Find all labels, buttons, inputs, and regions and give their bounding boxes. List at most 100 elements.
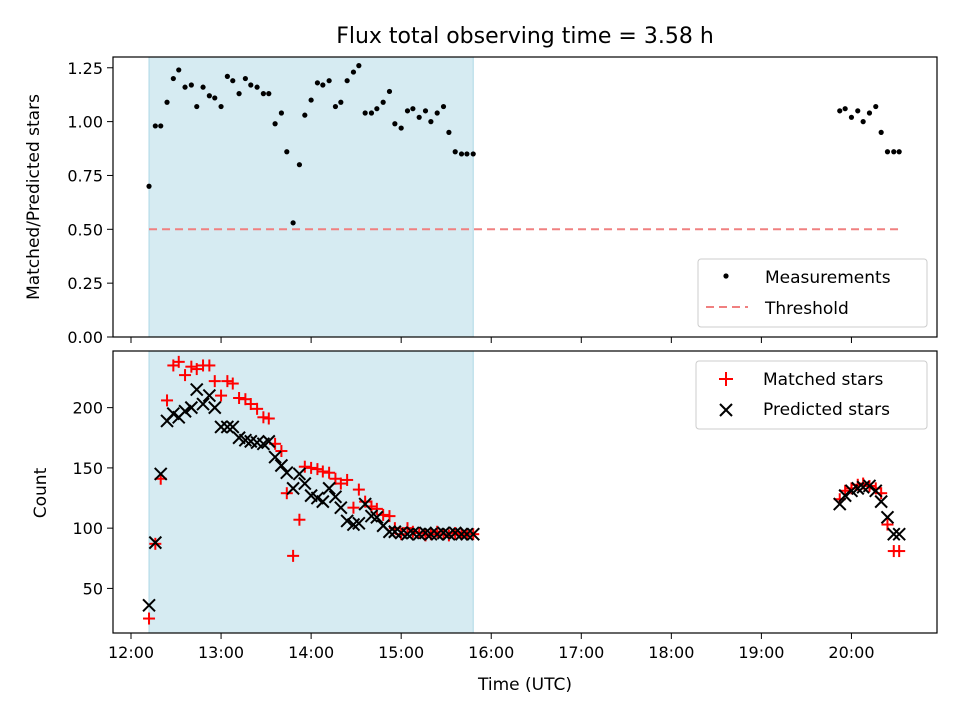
measurements-point (344, 78, 350, 84)
measurements-point (878, 129, 884, 135)
predicted-stars-point-b (196, 397, 210, 411)
measurements-point (146, 183, 152, 189)
predicted-stars-point (154, 467, 168, 481)
measurements-point (290, 220, 296, 226)
measurements-point (332, 103, 339, 110)
count-plot-area (142, 350, 906, 634)
predicted-stars-point (316, 494, 330, 509)
matched-stars-point (845, 482, 858, 495)
count-x-tick-label: 12:00 (108, 643, 154, 662)
measurements-point (356, 63, 362, 69)
predicted-stars-point (880, 510, 895, 525)
predicted-stars-point-b (418, 526, 433, 540)
count-x-tick-label: 20:00 (828, 643, 874, 662)
measurements-point (855, 108, 861, 114)
predicted-stars-point-b (226, 420, 240, 434)
matched-stars-point (334, 477, 347, 490)
count-y-ticks: 50 100 150 200 (72, 399, 113, 598)
measurements-point (446, 129, 452, 135)
predicted-stars-point-b (214, 420, 228, 434)
predicted-stars-point-b (364, 509, 379, 523)
matched-stars-point (305, 461, 318, 474)
predicted-stars-point (874, 494, 888, 509)
predicted-stars-point (340, 514, 354, 528)
count-legend-box (695, 360, 928, 430)
predicted-stars-point-b (190, 382, 204, 397)
predicted-stars-point-b (244, 434, 258, 449)
predicted-stars-point-b (833, 497, 847, 511)
matched-stars-point (190, 363, 203, 376)
predicted-stars-point-b (304, 488, 318, 503)
predicted-stars-point-b (382, 525, 397, 539)
measurements-point (440, 103, 447, 110)
matched-stars-point (893, 545, 906, 558)
matched-stars-point (298, 460, 311, 473)
predicted-stars-point-b (388, 525, 402, 539)
measurements-point (254, 84, 260, 90)
predicted-stars-point-b (454, 527, 469, 541)
predicted-stars-point (370, 510, 384, 525)
measurements-point (200, 84, 206, 90)
predicted-stars-point (220, 420, 235, 434)
measurements-point (272, 121, 278, 127)
predicted-stars-point-b (262, 434, 276, 449)
predicted-stars-point (833, 497, 847, 511)
matched-stars-point (341, 473, 354, 486)
predicted-stars-point (268, 450, 282, 464)
predicted-stars-point-b (328, 490, 343, 504)
matched-stars-point (221, 375, 234, 388)
measurements-point (896, 149, 902, 155)
predicted-stars-point-b (322, 481, 336, 496)
measurements-point (891, 149, 897, 155)
measurements-point (362, 110, 368, 116)
matched-stars-point (185, 360, 198, 373)
count-observing-span (148, 350, 474, 634)
count-x-tick-label: 14:00 (288, 643, 334, 662)
predicted-stars-point (280, 466, 294, 480)
count-y-tick-label: 50 (83, 579, 103, 598)
measurements-point (338, 99, 344, 105)
count-x-tick-label: 16:00 (468, 643, 514, 662)
matched-stars-point (203, 359, 216, 372)
matched-stars-point (287, 549, 300, 562)
measurements-point (308, 97, 314, 103)
predicted-stars-point-b (292, 467, 307, 481)
matched-stars-point (280, 487, 293, 500)
measurements-point (296, 162, 303, 168)
predicted-stars-point (454, 527, 469, 541)
predicted-stars-point (214, 420, 228, 434)
matched-stars-point (244, 398, 257, 411)
predicted-stars-point-b (232, 431, 246, 445)
measurements-point (218, 103, 224, 110)
predicted-stars-point-b (184, 400, 199, 415)
predicted-stars-point-b (316, 494, 330, 509)
measurements-point (188, 82, 194, 88)
x-axis-label: Time (UTC) (477, 675, 572, 695)
measurements-point (182, 84, 188, 90)
measurements-point (884, 149, 891, 155)
predicted-stars-point (382, 525, 397, 539)
measurements-point (464, 151, 470, 157)
measurements-point (392, 121, 398, 127)
predicted-stars-point (202, 388, 217, 403)
ratio-y-ticks: 0.00 0.25 0.50 0.75 1.00 1.25 (67, 59, 113, 347)
predicted-stars-point-b (394, 526, 408, 540)
ratio-y-tick-label: 1.00 (67, 113, 103, 132)
predicted-stars-point (334, 500, 348, 515)
matched-legend-marker (719, 372, 733, 386)
measurements-point (314, 80, 321, 86)
predicted-stars-point-b (298, 476, 312, 491)
count-x-tick-label: 17:00 (558, 643, 604, 662)
predicted-legend-label: Predicted stars (763, 400, 890, 420)
measurements-point (837, 108, 843, 114)
ratio-axes-frame (112, 56, 938, 338)
measurements-point (206, 93, 212, 99)
predicted-stars-point (286, 481, 300, 496)
ratio-y-tick-label: 0.25 (67, 274, 103, 293)
matched-stars-point (323, 466, 336, 479)
ratio-x-ticks (130, 337, 852, 343)
predicted-stars-point (274, 458, 289, 473)
predicted-stars-point-b (370, 510, 384, 525)
measurements-point (248, 82, 254, 88)
